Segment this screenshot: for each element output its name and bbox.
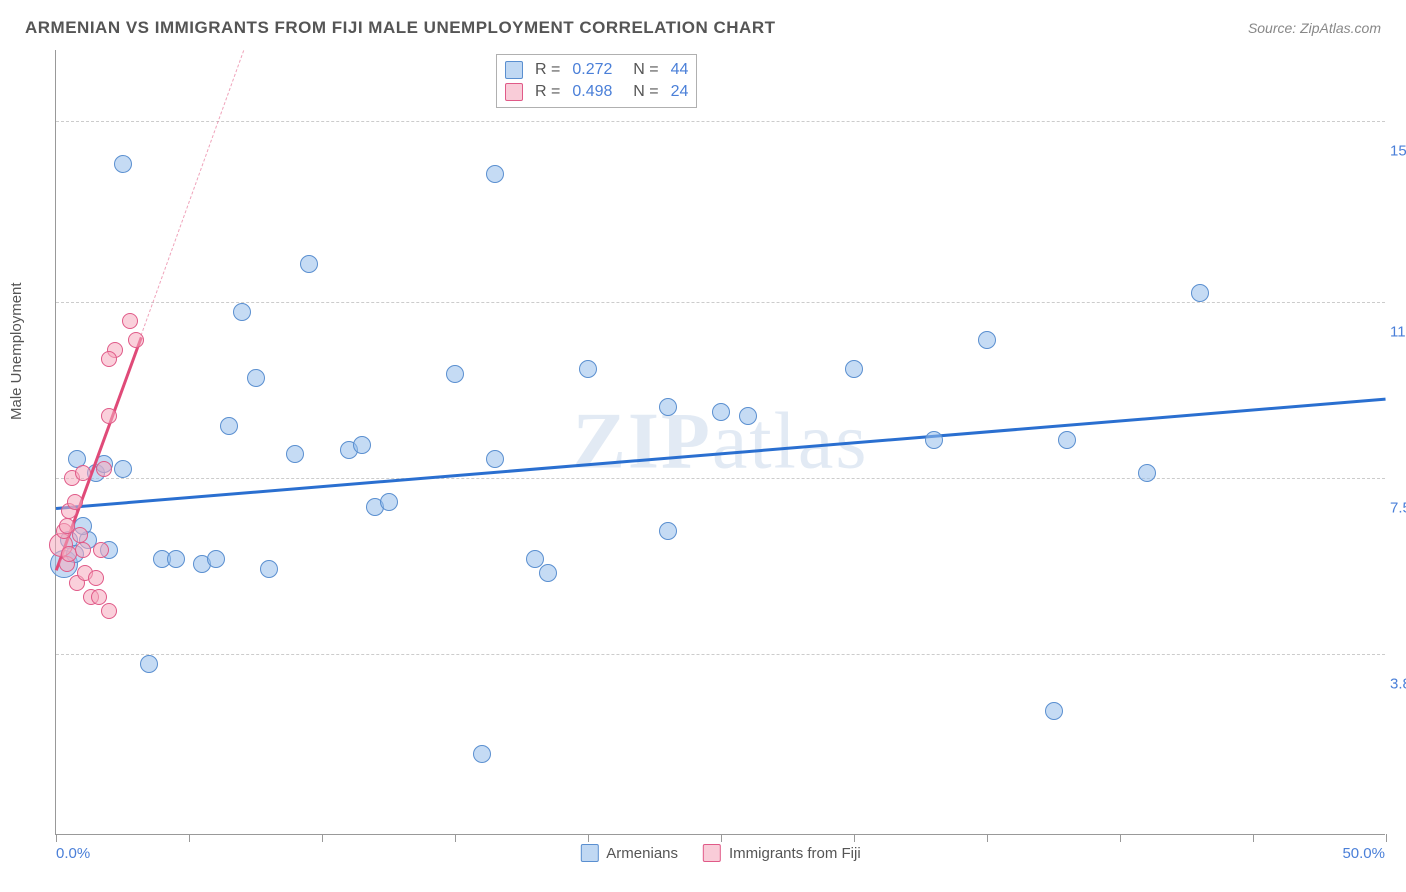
x-tick — [721, 834, 722, 842]
data-point — [59, 518, 75, 534]
data-point — [300, 255, 318, 273]
gridline — [56, 121, 1385, 122]
data-point — [207, 550, 225, 568]
data-point — [140, 655, 158, 673]
data-point — [659, 398, 677, 416]
data-point — [101, 603, 117, 619]
stat-n-label: N = — [624, 83, 658, 101]
data-point — [446, 365, 464, 383]
swatch-icon — [703, 844, 721, 862]
x-tick — [322, 834, 323, 842]
x-tick — [189, 834, 190, 842]
gridline — [56, 302, 1385, 303]
legend-item: Armenians — [580, 844, 678, 862]
data-point — [486, 450, 504, 468]
y-tick-label: 3.8% — [1390, 676, 1406, 693]
data-point — [925, 431, 943, 449]
source-attribution: Source: ZipAtlas.com — [1248, 20, 1381, 36]
stat-n-label: N = — [624, 61, 658, 79]
data-point — [93, 542, 109, 558]
data-point — [659, 522, 677, 540]
data-point — [712, 403, 730, 421]
trend-line-dashed — [141, 50, 245, 336]
stat-r-value: 0.272 — [572, 61, 612, 79]
data-point — [88, 570, 104, 586]
bottom-legend: Armenians Immigrants from Fiji — [580, 844, 860, 862]
legend-label: Immigrants from Fiji — [729, 845, 861, 862]
data-point — [845, 360, 863, 378]
y-axis-label: Male Unemployment — [8, 282, 25, 420]
data-point — [233, 303, 251, 321]
data-point — [220, 417, 238, 435]
swatch-icon — [505, 83, 523, 101]
y-tick-label: 11.2% — [1390, 324, 1406, 341]
y-tick-label: 15.0% — [1390, 143, 1406, 160]
legend-item: Immigrants from Fiji — [703, 844, 861, 862]
data-point — [122, 313, 138, 329]
data-point — [247, 369, 265, 387]
x-tick — [987, 834, 988, 842]
data-point — [579, 360, 597, 378]
data-point — [96, 461, 112, 477]
x-axis-min-label: 0.0% — [56, 845, 90, 862]
stats-row-armenians: R = 0.272 N = 44 — [505, 59, 688, 81]
data-point — [128, 332, 144, 348]
data-point — [114, 155, 132, 173]
data-point — [91, 589, 107, 605]
data-point — [67, 494, 83, 510]
data-point — [286, 445, 304, 463]
x-tick — [854, 834, 855, 842]
x-tick — [1253, 834, 1254, 842]
data-point — [75, 465, 91, 481]
stats-legend-box: R = 0.272 N = 44 R = 0.498 N = 24 — [496, 54, 697, 108]
y-tick-label: 7.5% — [1390, 500, 1406, 517]
legend-label: Armenians — [606, 845, 678, 862]
stat-r-label: R = — [535, 61, 560, 79]
x-tick — [588, 834, 589, 842]
data-point — [526, 550, 544, 568]
scatter-plot-area: ZIPatlas R = 0.272 N = 44 R = 0.498 N = … — [55, 50, 1385, 835]
data-point — [1191, 284, 1209, 302]
data-point — [486, 165, 504, 183]
data-point — [739, 407, 757, 425]
x-tick — [1120, 834, 1121, 842]
x-tick — [56, 834, 57, 842]
data-point — [978, 331, 996, 349]
data-point — [1058, 431, 1076, 449]
data-point — [260, 560, 278, 578]
data-point — [353, 436, 371, 454]
data-point — [114, 460, 132, 478]
x-tick — [1386, 834, 1387, 842]
data-point — [167, 550, 185, 568]
data-point — [380, 493, 398, 511]
gridline — [56, 478, 1385, 479]
stat-n-value: 44 — [671, 61, 689, 79]
swatch-icon — [580, 844, 598, 862]
stat-r-label: R = — [535, 83, 560, 101]
data-point — [1138, 464, 1156, 482]
data-point — [75, 542, 91, 558]
data-point — [473, 745, 491, 763]
stat-n-value: 24 — [671, 83, 689, 101]
stat-r-value: 0.498 — [572, 83, 612, 101]
swatch-icon — [505, 61, 523, 79]
data-point — [1045, 702, 1063, 720]
data-point — [101, 408, 117, 424]
data-point — [539, 564, 557, 582]
gridline — [56, 654, 1385, 655]
chart-title: ARMENIAN VS IMMIGRANTS FROM FIJI MALE UN… — [25, 18, 776, 38]
x-tick — [455, 834, 456, 842]
stats-row-fiji: R = 0.498 N = 24 — [505, 81, 688, 103]
data-point — [101, 351, 117, 367]
x-axis-max-label: 50.0% — [1342, 845, 1385, 862]
